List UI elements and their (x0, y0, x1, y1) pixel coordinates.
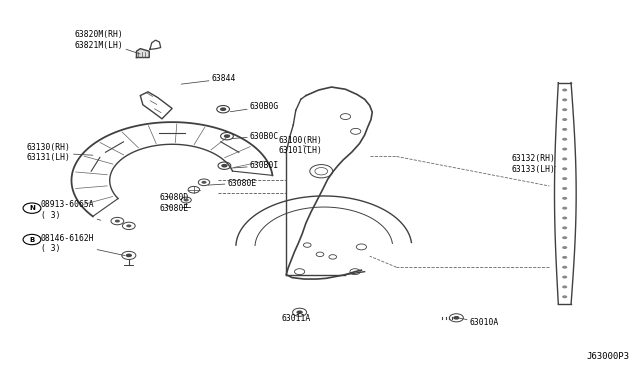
Circle shape (562, 276, 567, 279)
Text: N: N (29, 205, 35, 211)
Text: 63820M(RH)
63821M(LH): 63820M(RH) 63821M(LH) (75, 31, 140, 54)
Text: 63100(RH)
63101(LH): 63100(RH) 63101(LH) (278, 136, 323, 155)
Text: 63132(RH)
63133(LH): 63132(RH) 63133(LH) (511, 154, 556, 174)
Circle shape (562, 197, 567, 200)
Circle shape (562, 266, 567, 269)
Circle shape (224, 134, 230, 138)
Circle shape (562, 118, 567, 121)
Text: 63011A: 63011A (282, 312, 311, 323)
Text: 630B0C: 630B0C (232, 132, 279, 141)
Circle shape (562, 157, 567, 160)
Text: B: B (29, 237, 35, 243)
Circle shape (562, 246, 567, 249)
Circle shape (562, 295, 567, 298)
Text: 08913-6065A
( 3): 08913-6065A ( 3) (41, 200, 100, 220)
Circle shape (562, 98, 567, 101)
Circle shape (562, 108, 567, 111)
Circle shape (562, 285, 567, 288)
Text: 63080E: 63080E (159, 203, 189, 213)
Text: J63000P3: J63000P3 (586, 352, 629, 361)
Circle shape (562, 148, 567, 151)
Text: 630B0I: 630B0I (231, 161, 279, 170)
Circle shape (453, 316, 460, 320)
Text: 63080D: 63080D (159, 193, 189, 202)
Circle shape (562, 89, 567, 92)
Circle shape (562, 207, 567, 210)
Circle shape (562, 138, 567, 141)
Circle shape (562, 227, 567, 229)
Text: 63130(RH)
63131(LH): 63130(RH) 63131(LH) (27, 143, 93, 163)
Circle shape (221, 164, 228, 167)
Circle shape (202, 181, 207, 184)
Circle shape (115, 219, 120, 222)
Circle shape (562, 167, 567, 170)
Text: 08146-6162H
( 3): 08146-6162H ( 3) (41, 234, 125, 256)
Circle shape (562, 256, 567, 259)
Circle shape (125, 254, 132, 257)
Circle shape (562, 187, 567, 190)
Circle shape (562, 236, 567, 239)
Circle shape (296, 310, 303, 314)
Circle shape (184, 199, 189, 202)
Circle shape (562, 217, 567, 219)
Text: 63844: 63844 (181, 74, 236, 84)
Polygon shape (136, 49, 149, 58)
Text: 630B0G: 630B0G (230, 102, 279, 112)
Circle shape (562, 177, 567, 180)
Circle shape (126, 224, 131, 227)
Circle shape (562, 128, 567, 131)
Text: 63080E: 63080E (208, 179, 257, 187)
Text: 63010A: 63010A (460, 318, 499, 327)
Circle shape (220, 108, 227, 111)
